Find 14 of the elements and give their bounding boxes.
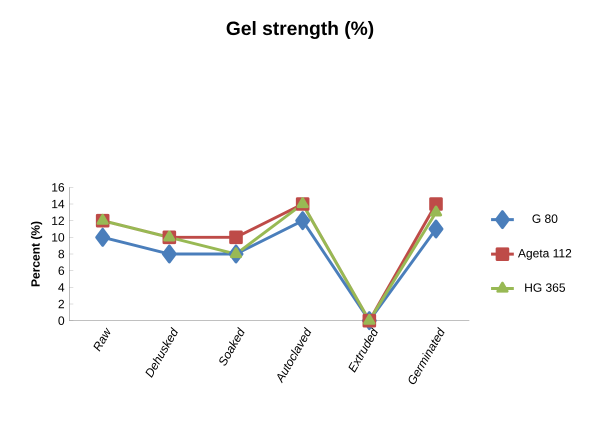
y-tick-label: 12 [52, 216, 64, 225]
legend-label: HG 365 [525, 283, 566, 292]
y-tick-label: 2 [58, 300, 64, 308]
y-tick-label: 14 [52, 200, 64, 208]
y-axis-title: Percent (%) [30, 222, 42, 286]
y-tick-label: 8 [58, 250, 64, 258]
legend-label: G 80 [532, 214, 558, 223]
y-tick-label: 6 [58, 266, 64, 275]
y-tick-label: 4 [58, 283, 64, 292]
y-tick-label: 10 [52, 233, 64, 242]
y-tick-label: 16 [52, 183, 64, 192]
y-tick-label: 0 [58, 316, 64, 325]
legend-label: Ageta 112 [518, 248, 572, 260]
chart-title: Gel strength (%) [226, 21, 374, 39]
